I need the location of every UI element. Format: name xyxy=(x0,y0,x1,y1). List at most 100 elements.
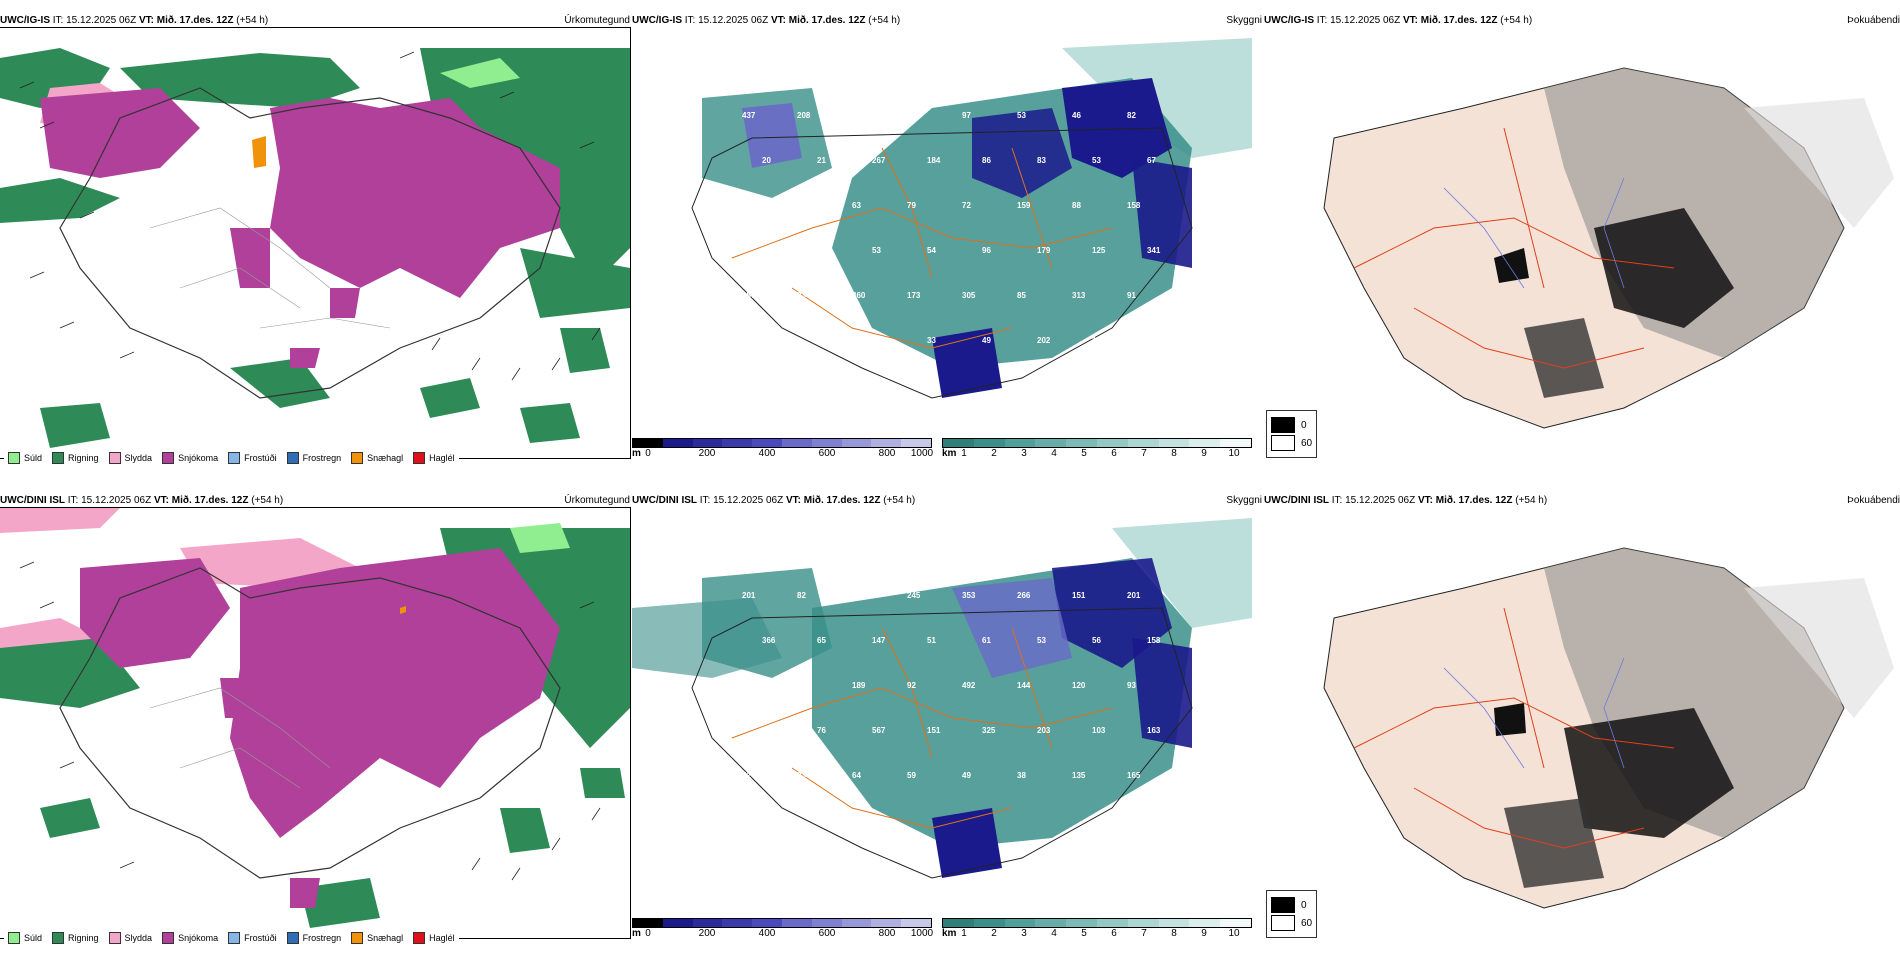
model-name: UWC/DINI ISL xyxy=(0,495,65,506)
distance-colorbar: km 1 2 3 4 5 6 7 8 9 10 xyxy=(942,918,1252,940)
visibility-value-label: 72 xyxy=(962,201,971,210)
model-name: UWC/IG-IS xyxy=(1264,15,1314,26)
tick-label: 1 xyxy=(961,448,967,459)
legend-label: Frostúði xyxy=(244,453,277,463)
visibility-value-label: 52 xyxy=(742,771,751,780)
visibility-value-label: 165 xyxy=(1127,771,1141,780)
visibility-value-label: 341 xyxy=(1147,246,1161,255)
legend-item: Rigning xyxy=(52,452,99,464)
visibility-value-label: 234 xyxy=(797,291,811,300)
legend-item: Súld xyxy=(8,452,42,464)
precip-legend: Súld Rigning Slydda Snjókoma Frostúði Fr… xyxy=(4,928,459,948)
tick-label: 600 xyxy=(818,448,836,459)
legend-swatch xyxy=(228,452,241,464)
panel-title: Úrkomutegund xyxy=(564,495,630,506)
visibility-value-label: 53 xyxy=(1092,156,1101,165)
legend-swatch xyxy=(8,452,20,464)
model-name: UWC/IG-IS xyxy=(632,15,682,26)
visibility-value-label: 85 xyxy=(762,336,771,345)
visibility-value-label: 103 xyxy=(1092,726,1106,735)
visibility-value-label: 93 xyxy=(1127,681,1136,690)
visibility-value-label: 189 xyxy=(852,681,866,690)
lead-time: (+54 h) xyxy=(883,495,916,506)
visibility-value-label: 328 xyxy=(797,681,811,690)
legend-swatch xyxy=(413,452,426,464)
visibility-value-label: 353 xyxy=(962,591,976,600)
legend-item: Haglél xyxy=(413,932,455,944)
visibility-value-label: 163 xyxy=(1147,726,1161,735)
visibility-value-label: 201 xyxy=(1127,591,1141,600)
fog-map xyxy=(1264,28,1900,438)
visibility-value-label: 97 xyxy=(962,111,971,120)
tick-label: 8 xyxy=(1171,448,1177,459)
legend-swatch xyxy=(286,452,299,464)
visibility-map: 437 208 90 148 97 53 46 82 20 21 267 184 86 83 53 67 50 1… xyxy=(632,28,1262,438)
visibility-value-label: 61 xyxy=(982,636,991,645)
visibility-value-label: 437 xyxy=(742,111,756,120)
tick-label: 1 xyxy=(961,928,967,939)
visibility-value-label: 366 xyxy=(762,636,776,645)
visibility-value-label: 487 xyxy=(742,291,756,300)
visibility-value-label: 492 xyxy=(962,681,976,690)
visibility-value-label: 125 xyxy=(1092,246,1106,255)
precip-panel-row1: UWC/IG-IS IT: 15.12.2025 06Z VT: Mið. 17… xyxy=(0,14,631,474)
visibility-value-label: 82 xyxy=(797,591,806,600)
tick-label: 5 xyxy=(1081,928,1087,939)
panel-header: UWC/IG-IS IT: 15.12.2025 06Z VT: Mið. 17… xyxy=(632,14,1262,28)
visibility-value-label: 203 xyxy=(1037,726,1051,735)
visibility-value-label: 38 xyxy=(1017,771,1026,780)
visibility-value-label: 63 xyxy=(852,201,861,210)
fog-legend-low: 60 xyxy=(1301,437,1313,449)
visibility-value-label: 135 xyxy=(1072,771,1086,780)
panel-title: Skyggni xyxy=(1226,495,1262,506)
height-colorbar-ticks: m 0 200 400 600 800 1000 xyxy=(632,448,934,460)
visibility-value-label: 88 xyxy=(1072,201,1081,210)
tick-label: 9 xyxy=(1201,448,1207,459)
visibility-map: 201 82 136 245 353 266 151 201 366 65 147 51 61 53 56 1… xyxy=(632,508,1262,918)
tick-label: 1000 xyxy=(910,448,934,459)
legend-item: Slydda xyxy=(108,452,152,464)
visibility-value-label: 21 xyxy=(817,156,826,165)
tick-label: 2 xyxy=(991,928,997,939)
legend-label: Súld xyxy=(24,933,43,943)
visibility-value-label: 59 xyxy=(907,771,916,780)
legend-item: Snjókoma xyxy=(162,452,218,464)
height-unit: m xyxy=(632,448,641,459)
tick-label: 1000 xyxy=(910,928,934,939)
legend-label: Snæhagl xyxy=(367,933,404,943)
panel-header: UWC/DINI ISL IT: 15.12.2025 06Z VT: Mið.… xyxy=(0,494,630,508)
legend-label: Frostregn xyxy=(302,453,342,463)
panel-header: UWC/IG-IS IT: 15.12.2025 06Z VT: Mið. 17… xyxy=(1264,14,1900,28)
visibility-value-label: 147 xyxy=(872,636,886,645)
visibility-value-label: 91 xyxy=(1127,291,1136,300)
precip-legend: Súld Rigning Slydda Snjókoma Frostúði Fr… xyxy=(4,448,459,468)
fog-legend: 0 60 xyxy=(1266,890,1318,938)
tick-label: 10 xyxy=(1228,448,1240,459)
visibility-value-label: 96 xyxy=(982,246,991,255)
legend-swatch xyxy=(351,452,364,464)
visibility-value-label: 49 xyxy=(982,336,991,345)
fog-legend-high: 0 xyxy=(1301,899,1307,911)
lead-time: (+54 h) xyxy=(1500,15,1533,26)
visibility-value-label: 305 xyxy=(962,291,976,300)
visibility-value-label: 158 xyxy=(1147,636,1161,645)
panel-title: Þokuábendi xyxy=(1847,495,1900,506)
legend-label: Rigning xyxy=(68,453,99,463)
height-colorbar: m 0 200 400 600 800 1000 xyxy=(632,918,934,940)
visibility-value-label: 313 xyxy=(1072,291,1086,300)
legend-label: Rigning xyxy=(68,933,99,943)
tick-label: 6 xyxy=(1111,448,1117,459)
panel-title: Skyggni xyxy=(1226,15,1262,26)
fog-legend-high: 0 xyxy=(1301,419,1307,431)
init-time: IT: 15.12.2025 06Z xyxy=(699,495,784,506)
visibility-value-label: 100 xyxy=(762,726,776,735)
legend-label: Snæhagl xyxy=(367,453,404,463)
legend-item: Haglél xyxy=(413,452,455,464)
visibility-value-label: 51 xyxy=(927,636,936,645)
visibility-value-label: 120 xyxy=(1072,681,1086,690)
visibility-value-label: 65 xyxy=(817,636,826,645)
visibility-value-label: 202 xyxy=(1037,336,1051,345)
height-colorbar-bar xyxy=(632,438,932,448)
visibility-value-label: 179 xyxy=(1037,246,1051,255)
legend-swatch xyxy=(162,452,175,464)
